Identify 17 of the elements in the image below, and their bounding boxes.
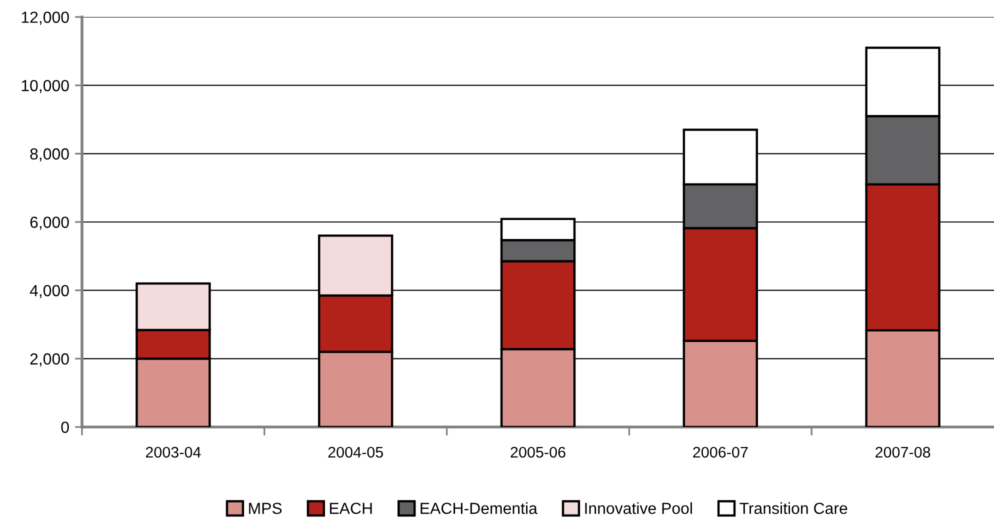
y-tick-label: 10,000 [22,80,69,94]
y-tick-label: 8,000 [30,148,69,162]
y-tick-label: 4,000 [30,284,69,298]
y-tick-label: 12,000 [22,12,69,25]
y-tick-label: 0 [61,422,69,433]
legend-label: Innovative Pool [585,502,692,514]
x-tick-label: 2005-06 [510,446,566,458]
y-tick-label: 6,000 [30,216,69,230]
legend-label: EACH [330,502,372,514]
x-tick-label: 2007-08 [876,446,930,458]
x-tick-label: 2006-07 [693,446,748,458]
x-tick-label: 2003-04 [146,446,201,458]
x-tick-label: 2004-05 [328,446,383,458]
y-tick-label: 2,000 [30,353,69,366]
legend-label: EACH-Dementia [420,502,538,514]
legend-label: Transition Care [740,502,848,514]
legend-label: MPS [249,502,282,514]
